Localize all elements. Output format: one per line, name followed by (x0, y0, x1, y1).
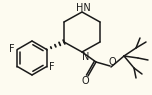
Text: O: O (81, 76, 89, 86)
Text: O: O (108, 57, 116, 67)
Text: N: N (82, 52, 90, 62)
Text: HN: HN (76, 3, 90, 13)
Text: F: F (49, 63, 55, 72)
Text: F: F (9, 44, 15, 53)
